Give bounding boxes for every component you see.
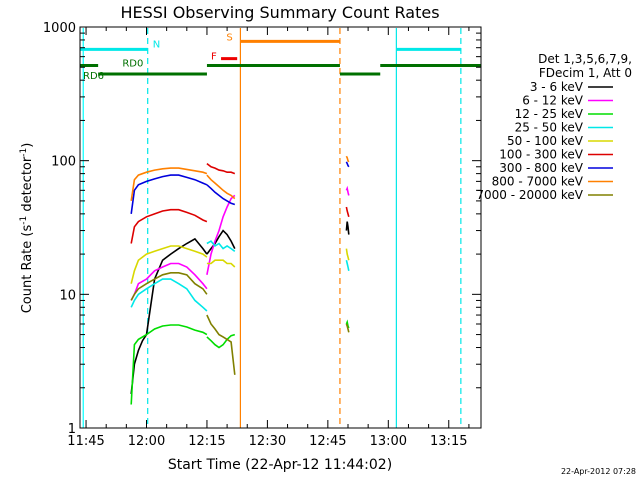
series-6-segment-2 — [345, 161, 350, 168]
y-tick-label-2: 100 — [51, 155, 76, 170]
legend-header-detectors: Det 1,3,5,6,7,9, — [538, 52, 632, 66]
y-tick-label-3: 1000 — [43, 21, 76, 36]
series-8-segment-1 — [206, 314, 236, 375]
legend-label-2: 12 - 25 keV — [515, 107, 584, 121]
series-2-segment-0 — [130, 324, 208, 405]
series-4-segment-0 — [130, 245, 208, 284]
series-1-segment-0 — [130, 262, 208, 301]
series-3-segment-1 — [206, 240, 236, 252]
series-5-segment-1 — [206, 162, 236, 175]
legend-header-decimation: FDecim 1, Att 0 — [539, 66, 632, 80]
flag-bars: N SF RD0 RD6 — [80, 32, 481, 82]
x-tick-label-5: 13:00 — [370, 434, 407, 449]
series-6-segment-1 — [206, 184, 236, 206]
series-7-segment-0 — [130, 167, 208, 202]
x-axis-label: Start Time (22-Apr-12 11:44:02) — [168, 457, 392, 473]
y-tick-label-0: 1 — [68, 422, 76, 437]
series-8-segment-2 — [345, 323, 350, 333]
series-0-segment-2 — [345, 221, 350, 235]
series-0-segment-1 — [206, 229, 236, 255]
x-tick-label-0: 11:45 — [67, 434, 104, 449]
legend-label-7: 800 - 7000 keV — [492, 175, 584, 189]
y-label-main: Count Rate (s — [20, 225, 35, 314]
legend: Det 1,3,5,6,7,9, FDecim 1, Att 0 3 - 6 k… — [476, 52, 632, 202]
series-2-segment-2 — [345, 319, 350, 329]
series-lines — [130, 155, 350, 405]
chart-title: HESSI Observing Summary Count Rates — [120, 3, 439, 22]
legend-label-5: 100 - 300 keV — [499, 148, 583, 162]
flag-label-rd6: RD6 — [83, 71, 104, 82]
series-7-segment-1 — [206, 174, 236, 200]
series-2-segment-1 — [206, 333, 236, 349]
legend-label-4: 50 - 100 keV — [507, 134, 584, 148]
x-tick-label-4: 12:45 — [309, 434, 346, 449]
flag-label-n: N — [153, 39, 160, 50]
y-tick-label-1: 10 — [59, 288, 76, 303]
plot-frame — [79, 26, 482, 429]
flag-label-rd0: RD0 — [122, 59, 143, 70]
y-label-end: ) — [20, 143, 35, 148]
series-5-segment-0 — [130, 208, 208, 244]
x-tick-label-6: 13:15 — [430, 434, 467, 449]
series-3-segment-2 — [345, 260, 350, 271]
flag-label-s: S — [226, 32, 232, 43]
series-8-segment-0 — [130, 271, 208, 301]
legend-label-3: 25 - 50 keV — [515, 121, 584, 135]
y-label-sup2: -1 — [19, 148, 29, 157]
series-4-segment-1 — [206, 259, 236, 268]
series-1-segment-2 — [345, 185, 350, 196]
plot-area — [82, 28, 462, 428]
legend-label-8: 7000 - 20000 keV — [476, 188, 583, 202]
y-label-sup1: -1 — [19, 216, 29, 225]
series-5-segment-2 — [345, 206, 350, 218]
x-tick-label-3: 12:30 — [249, 434, 286, 449]
series-0-segment-0 — [130, 237, 208, 394]
y-axis-label: Count Rate (s-1 detector-1) — [19, 143, 35, 314]
x-axis-ticks: 11:45 12:00 12:15 12:30 12:45 13:00 13:15 — [67, 27, 470, 449]
series-7-segment-2 — [345, 155, 350, 163]
series-1-segment-1 — [206, 194, 236, 275]
legend-label-0: 3 - 6 keV — [530, 80, 584, 94]
series-6-segment-0 — [130, 174, 208, 215]
y-axis-ticks: 1 10 100 1000 — [43, 21, 481, 437]
x-tick-label-2: 12:15 — [188, 434, 225, 449]
legend-label-6: 300 - 800 keV — [499, 161, 583, 175]
generated-timestamp: 22-Apr-2012 07:28 — [561, 467, 636, 476]
x-tick-label-1: 12:00 — [128, 434, 165, 449]
y-label-mid: detector — [20, 156, 35, 216]
flag-label-f: F — [211, 52, 217, 63]
series-3-segment-0 — [130, 278, 208, 312]
legend-label-1: 6 - 12 keV — [522, 94, 584, 108]
series-4-segment-2 — [345, 248, 350, 261]
